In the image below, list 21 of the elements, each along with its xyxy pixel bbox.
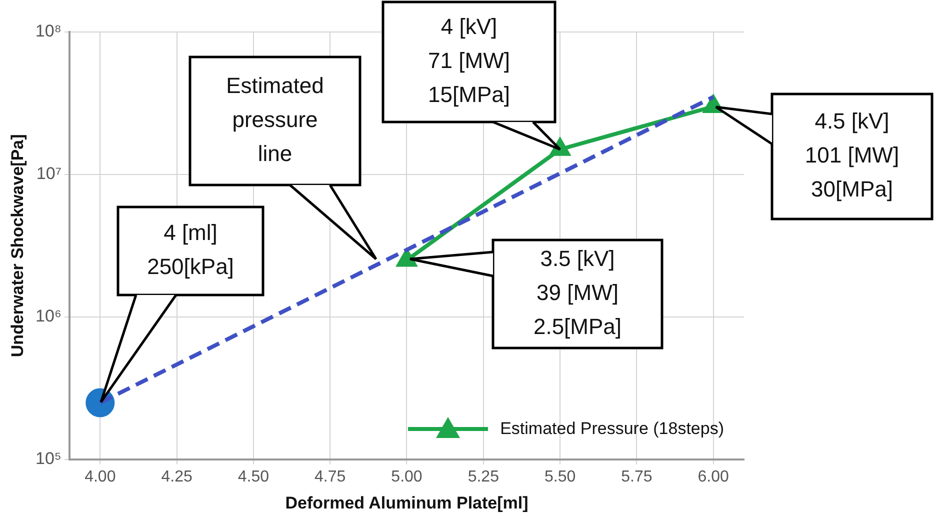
annotation: 4 [ml] 250[kPa] [147,220,234,279]
x-tick-label: 5.75 [621,468,652,486]
y-tick-label: 10⁸ [35,22,62,41]
y-tick-label: 10⁶ [36,306,62,326]
annotation: Estimated pressure line [226,72,324,166]
x-tick-label: 4.00 [84,468,116,486]
x-tick-label: 4.25 [161,468,192,486]
y-tick-label: 10⁷ [36,164,62,184]
legend-label: Estimated Pressure (18steps) [500,418,724,440]
annotation: 3.5 [kV] 39 [MW] 2.5[MPa] [533,246,622,339]
x-tick-label: 4.75 [314,468,346,486]
x-tick-label: 5.25 [468,468,500,486]
x-axis-title: Deformed Aluminum Plate[ml] [285,493,528,512]
y-axis-title: Underwater Shockwave[Pa] [8,134,27,358]
x-tick-label: 4.50 [238,468,270,486]
x-tick-label: 5.00 [391,468,422,486]
x-tick-label: 5.50 [544,468,576,486]
text: 4.5 [kV] 101 [MW] 30[MPa] [804,108,900,202]
annotation: 4 [kV] 71 [MW] 15[MPa] [428,14,510,107]
y-tick-label: 10⁵ [36,449,62,468]
x-tick-label: 6.00 [698,468,730,486]
